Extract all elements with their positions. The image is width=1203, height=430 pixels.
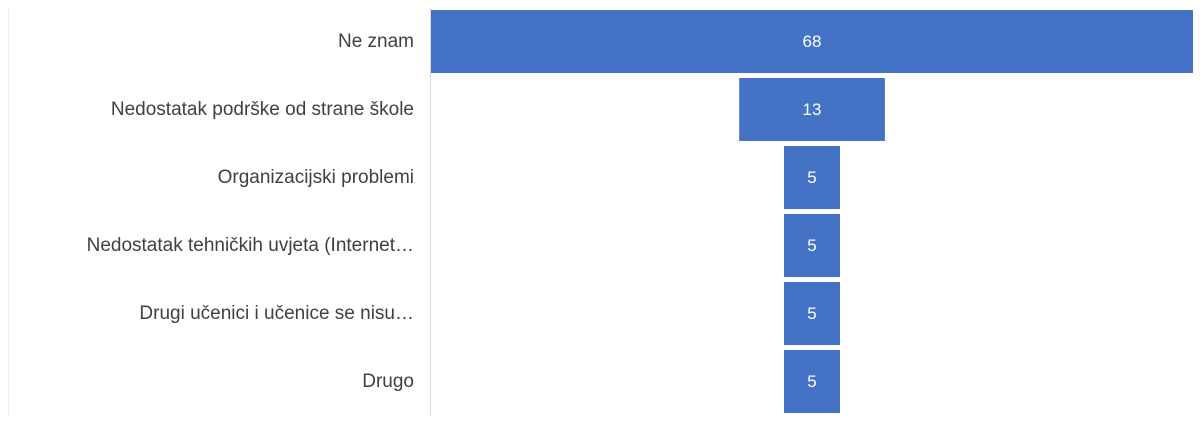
category-label-2: Organizacijski problemi: [218, 167, 414, 188]
bar-2: [784, 146, 840, 209]
data-label-0: 68: [803, 32, 822, 51]
data-label-4: 5: [807, 304, 816, 323]
bars-group: [431, 10, 1193, 413]
bar-0: [431, 10, 1193, 73]
category-labels-group: Ne znam Nedostatak podrške od strane škol…: [87, 31, 414, 392]
category-label-5: Drugo: [362, 371, 414, 392]
category-label-0: Ne znam: [338, 31, 414, 52]
bar-1: [739, 78, 885, 141]
bar-3: [784, 214, 840, 277]
bar-5: [784, 350, 840, 413]
category-label-3: Nedostatak tehničkih uvjeta (Internet…: [87, 235, 414, 256]
data-label-2: 5: [807, 168, 816, 187]
bar-4: [784, 282, 840, 345]
data-label-3: 5: [807, 236, 816, 255]
data-labels-group: 68 13 5 5 5 5: [803, 32, 822, 391]
category-label-4: Drugi učenici i učenice se nisu…: [139, 303, 414, 324]
category-label-1: Nedostatak podrške od strane škole: [111, 99, 414, 120]
data-label-5: 5: [807, 372, 816, 391]
data-label-1: 13: [803, 100, 822, 119]
